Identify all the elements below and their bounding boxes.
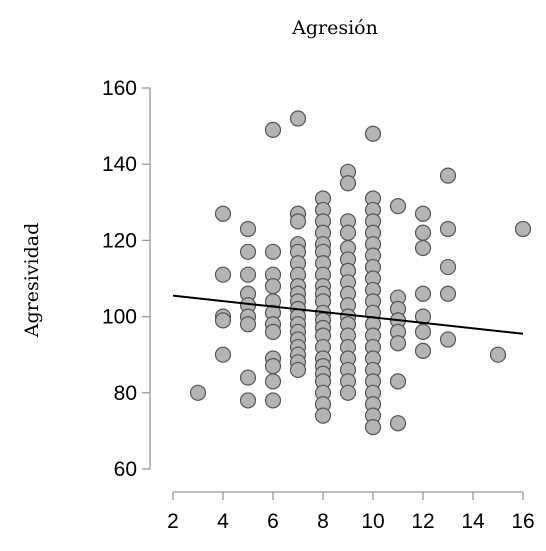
y-tick-label: 80 bbox=[114, 382, 137, 405]
data-point bbox=[389, 335, 407, 352]
data-point bbox=[439, 167, 457, 184]
data-point bbox=[214, 205, 232, 222]
y-tick-label: 140 bbox=[102, 153, 137, 176]
y-axis-ticks: 60 80 100 120 140 160 bbox=[102, 77, 150, 481]
data-point bbox=[264, 373, 282, 390]
data-point bbox=[214, 312, 232, 329]
data-point bbox=[189, 384, 207, 401]
chart-title: Agresión bbox=[291, 17, 378, 39]
data-point bbox=[239, 392, 257, 409]
data-points bbox=[189, 110, 532, 436]
data-point bbox=[264, 323, 282, 340]
data-point bbox=[414, 323, 432, 340]
data-point bbox=[439, 258, 457, 276]
data-point bbox=[439, 285, 457, 302]
data-point bbox=[389, 415, 407, 432]
data-point bbox=[264, 243, 282, 260]
data-point bbox=[414, 239, 432, 257]
x-axis-ticks: 2 4 6 8 10 12 14 16 bbox=[167, 492, 535, 533]
data-point bbox=[439, 331, 457, 348]
data-point bbox=[339, 175, 357, 192]
data-point bbox=[414, 224, 432, 241]
y-tick-label: 100 bbox=[102, 306, 137, 329]
data-point bbox=[489, 346, 507, 363]
x-tick-label: 16 bbox=[511, 510, 534, 533]
data-point bbox=[414, 205, 432, 222]
data-point bbox=[364, 418, 382, 436]
data-point bbox=[239, 369, 257, 386]
data-point bbox=[239, 220, 257, 238]
y-tick-label: 60 bbox=[114, 458, 137, 481]
data-point bbox=[414, 285, 432, 302]
x-tick-label: 10 bbox=[361, 510, 384, 533]
x-tick-label: 8 bbox=[317, 510, 329, 533]
x-tick-label: 12 bbox=[411, 510, 434, 533]
data-point bbox=[239, 243, 257, 260]
data-point bbox=[264, 392, 282, 409]
data-point bbox=[514, 220, 532, 238]
data-point bbox=[364, 125, 382, 142]
x-tick-label: 4 bbox=[217, 510, 229, 533]
data-point bbox=[289, 361, 307, 379]
data-point bbox=[439, 220, 457, 238]
data-point bbox=[239, 316, 257, 333]
data-point bbox=[314, 407, 332, 424]
data-point bbox=[264, 358, 282, 375]
data-point bbox=[214, 266, 232, 283]
data-point bbox=[289, 213, 307, 230]
data-point bbox=[264, 278, 282, 295]
data-point bbox=[239, 266, 257, 283]
data-point bbox=[339, 224, 357, 241]
data-point bbox=[339, 384, 357, 401]
y-tick-label: 120 bbox=[102, 229, 137, 252]
data-point bbox=[214, 346, 232, 363]
data-point bbox=[389, 198, 407, 215]
data-point bbox=[414, 342, 432, 359]
data-point bbox=[264, 121, 282, 139]
data-point bbox=[289, 110, 307, 127]
data-point bbox=[389, 373, 407, 390]
y-tick-label: 160 bbox=[102, 77, 137, 100]
x-tick-label: 2 bbox=[167, 510, 179, 533]
regression-line bbox=[172, 294, 524, 335]
y-axis-label: Agresividad bbox=[21, 223, 43, 339]
x-tick-label: 14 bbox=[461, 510, 485, 533]
x-tick-label: 6 bbox=[267, 510, 279, 533]
